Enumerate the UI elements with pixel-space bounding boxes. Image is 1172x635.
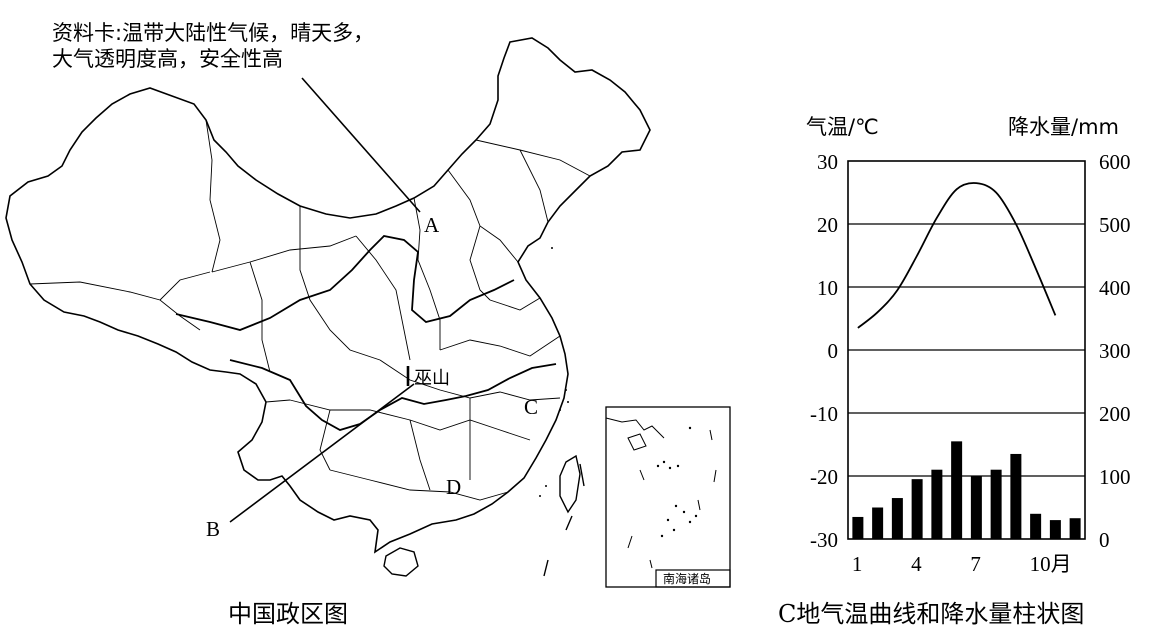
temperature-tick-label: -20 — [810, 465, 838, 489]
precipitation-bar — [951, 441, 963, 539]
precipitation-tick-label: 600 — [1099, 150, 1131, 174]
temperature-tick-labels: 30 20 10 0 -10 -20 -30 — [810, 150, 838, 552]
temperature-tick-label: 20 — [817, 213, 838, 237]
china-map — [5, 37, 731, 588]
chart-frame — [847, 160, 1086, 540]
precipitation-bar — [970, 476, 982, 539]
precipitation-bar — [1069, 518, 1081, 539]
month-tick-label: 1 — [852, 552, 863, 576]
taiwan-island — [559, 454, 581, 514]
point-d-label: D — [446, 475, 461, 499]
precipitation-tick-label: 100 — [1099, 465, 1131, 489]
temperature-axis-label: 气温/℃ — [806, 115, 879, 139]
point-b-label: B — [206, 517, 220, 541]
map-caption: 中国政区图 — [228, 600, 348, 628]
precipitation-bar — [891, 498, 903, 539]
temperature-tick-label: -10 — [810, 402, 838, 426]
yellow-river — [175, 235, 515, 331]
month-tick-label: 10月 — [1030, 552, 1072, 576]
card-leader-line — [301, 77, 421, 213]
inset-box — [605, 406, 731, 588]
precipitation-bar — [1030, 513, 1042, 539]
province-boundaries — [29, 119, 591, 501]
precipitation-tick-label: 500 — [1099, 213, 1131, 237]
precipitation-axis-label: 降水量/mm — [1008, 115, 1119, 139]
precipitation-bar — [931, 469, 943, 539]
info-card-line1: 资料卡:温带大陆性气候，晴天多， — [52, 21, 375, 45]
wushan-label: 巫山 — [414, 368, 450, 389]
chart-caption: C地气温曲线和降水量柱状图 — [778, 600, 1085, 628]
temperature-tick-label: 10 — [817, 276, 838, 300]
precipitation-bar — [911, 479, 923, 539]
china-border — [5, 37, 651, 554]
precipitation-bar — [1049, 520, 1061, 539]
precipitation-bar — [852, 516, 864, 539]
month-tick-label: 7 — [970, 552, 981, 576]
point-a-label: A — [424, 213, 440, 237]
info-card-line2: 大气透明度高，安全性高 — [52, 47, 283, 71]
inset-label-box — [655, 569, 731, 588]
temperature-curve — [857, 182, 1057, 329]
temperature-tick-label: -30 — [810, 528, 838, 552]
hainan-island — [383, 547, 419, 577]
precipitation-tick-label: 300 — [1099, 339, 1131, 363]
precipitation-tick-label: 200 — [1099, 402, 1131, 426]
point-c-label: C — [524, 395, 538, 419]
precipitation-bar — [1010, 453, 1022, 539]
inset-coast — [605, 417, 717, 569]
temperature-tick-label: 0 — [828, 339, 839, 363]
b-leader-line — [229, 383, 415, 523]
precipitation-tick-labels: 600 500 400 300 200 100 0 — [1099, 150, 1131, 552]
chart-gridlines — [848, 223, 1085, 477]
precipitation-tick-label: 0 — [1099, 528, 1110, 552]
month-tick-label: 4 — [911, 552, 922, 576]
inset-islands — [539, 247, 698, 538]
temperature-tick-label: 30 — [817, 150, 838, 174]
inset-label: 南海诸岛 — [663, 571, 711, 586]
yangtze-river — [229, 359, 557, 431]
precipitation-bar — [990, 469, 1002, 539]
sea-dashes — [543, 463, 585, 577]
precipitation-bars — [852, 441, 1081, 539]
month-tick-labels: 1 4 7 10月 — [852, 552, 1072, 576]
precipitation-bar — [872, 507, 884, 539]
precipitation-tick-label: 400 — [1099, 276, 1131, 300]
